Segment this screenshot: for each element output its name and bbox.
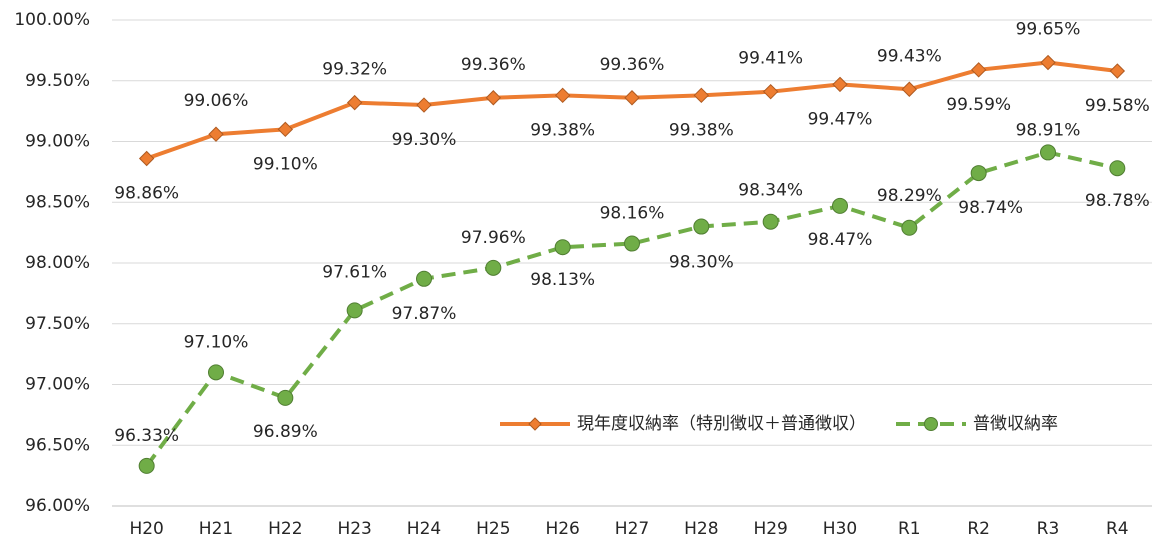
data-label: 99.59%	[946, 95, 1011, 115]
marker	[416, 270, 432, 287]
marker	[762, 83, 779, 100]
data-label: 98.86%	[114, 184, 179, 204]
marker	[485, 259, 502, 276]
y-tick-label: 97.00%	[25, 375, 90, 395]
y-tick-label: 100.00%	[14, 10, 90, 30]
x-tick-label: R1	[898, 519, 921, 539]
y-tick-label: 99.00%	[25, 132, 90, 152]
data-label: 97.10%	[184, 332, 249, 352]
data-label: 98.16%	[600, 204, 665, 224]
marker	[762, 213, 779, 230]
marker	[485, 90, 502, 106]
data-label: 99.65%	[1016, 20, 1081, 40]
marker	[901, 81, 918, 97]
marker	[554, 239, 571, 256]
y-tick-label: 98.00%	[25, 253, 90, 273]
x-tick-label: H26	[545, 519, 579, 539]
data-label: 96.33%	[114, 426, 179, 446]
data-label: 98.30%	[669, 253, 734, 273]
legend-marker	[924, 417, 938, 431]
y-tick-label: 96.50%	[25, 435, 90, 455]
legend-marker	[528, 417, 542, 431]
x-tick-label: H24	[407, 519, 441, 539]
data-label: 99.38%	[530, 120, 595, 140]
legend-label: 現年度収納率（特別徴収＋普通徴収）	[577, 414, 866, 434]
x-tick-label: R2	[967, 519, 990, 539]
x-tick-label: R4	[1106, 519, 1129, 539]
data-label: 99.30%	[392, 130, 457, 150]
x-tick-label: H28	[684, 519, 718, 539]
marker	[832, 76, 848, 93]
data-label: 97.87%	[392, 304, 457, 324]
data-label: 98.13%	[530, 270, 595, 290]
marker	[277, 121, 294, 138]
marker	[693, 87, 710, 104]
data-label: 99.36%	[461, 55, 526, 75]
legend-background	[492, 404, 1152, 444]
marker	[208, 364, 224, 381]
x-tick-label: H20	[129, 519, 163, 539]
legend-label: 普徴収納率	[973, 414, 1058, 434]
marker	[416, 97, 432, 113]
marker	[138, 457, 155, 474]
marker	[554, 87, 571, 104]
data-label: 98.29%	[877, 186, 942, 206]
data-label: 98.47%	[808, 230, 873, 250]
y-tick-label: 96.00%	[25, 496, 90, 516]
data-label: 98.74%	[958, 198, 1023, 218]
x-tick-label: H30	[823, 519, 857, 539]
x-tick-label: R3	[1037, 519, 1060, 539]
data-label: 97.96%	[461, 228, 526, 248]
data-label: 97.61%	[322, 262, 387, 282]
x-tick-label: H21	[199, 519, 233, 539]
data-label: 99.43%	[877, 46, 942, 66]
marker	[970, 165, 987, 182]
data-label: 99.36%	[600, 55, 665, 75]
marker	[1040, 144, 1056, 161]
marker	[138, 150, 155, 167]
y-tick-label: 97.50%	[25, 314, 90, 334]
y-tick-label: 99.50%	[25, 71, 90, 91]
legend: 現年度収納率（特別徴収＋普通徴収） 普徴収納率	[492, 404, 1152, 444]
marker	[693, 218, 710, 235]
data-label: 99.41%	[738, 49, 803, 69]
marker	[832, 197, 848, 214]
marker	[970, 62, 987, 78]
x-tick-label: H29	[753, 519, 787, 539]
x-tick-label: H25	[476, 519, 510, 539]
marker	[1109, 160, 1126, 177]
marker	[1109, 63, 1126, 79]
marker	[624, 90, 640, 106]
data-label: 99.58%	[1085, 96, 1150, 116]
x-tick-label: H22	[268, 519, 302, 539]
data-label: 99.47%	[808, 109, 873, 129]
series-line	[145, 150, 1118, 468]
marker	[346, 94, 363, 111]
marker	[208, 126, 224, 142]
y-tick-label: 98.50%	[25, 192, 90, 212]
marker	[346, 302, 363, 319]
data-label: 98.91%	[1016, 120, 1081, 140]
marker	[901, 219, 918, 236]
data-label: 99.38%	[669, 120, 734, 140]
x-tick-label: H23	[337, 519, 371, 539]
marker	[277, 389, 294, 406]
data-label: 98.78%	[1085, 191, 1150, 211]
data-label: 96.89%	[253, 422, 318, 442]
marker	[1040, 54, 1056, 71]
marker	[624, 235, 640, 252]
data-label: 99.32%	[322, 60, 387, 80]
data-label: 99.06%	[184, 91, 249, 111]
data-label: 98.34%	[738, 181, 803, 201]
data-label: 99.10%	[253, 154, 318, 174]
x-tick-label: H27	[615, 519, 649, 539]
